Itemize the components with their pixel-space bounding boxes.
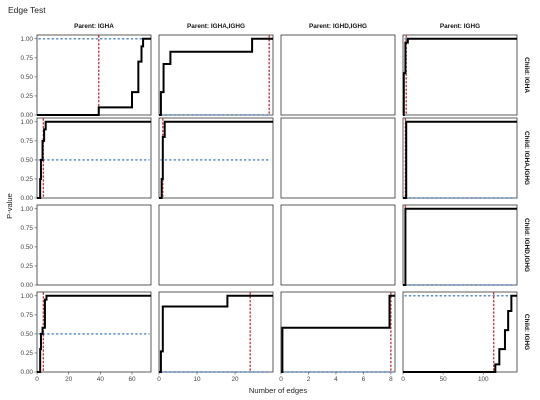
facet-panel [158,291,274,373]
y-tick-label: 0.75 [21,225,34,232]
x-tick-label: 0 [279,376,283,383]
facet-panel [36,204,152,286]
facet-panel [280,291,396,373]
ecdf-curve [281,294,395,373]
y-tick-label: 0.00 [21,369,34,376]
x-tick-label: 2 [307,376,311,383]
column-strip-label: Parent: IGHD,IGHG [309,23,367,30]
panel-frame [402,204,518,286]
panel-frame [36,117,152,199]
y-tick-label: 0.50 [21,331,34,338]
column-strip-label: Parent: IGHA,IGHG [187,23,245,30]
panel-frame [36,34,152,116]
ecdf-curve [403,207,517,286]
x-tick-label: 6 [362,376,366,383]
panel-frame [158,34,274,116]
row-strip-label: Child: IGHD,IGHG [523,218,530,272]
ecdf-curve [159,37,273,116]
y-tick-label: 0.25 [21,176,34,183]
y-tick-label: 0.25 [21,93,34,100]
x-tick-label: 20 [65,376,73,383]
row-strip-label: Child: IGHA,IGHG [523,131,530,185]
y-tick-label: 1.00 [21,36,34,43]
panel-frame [280,291,396,373]
panel-frame [36,291,152,373]
y-tick-label: 0.50 [21,74,34,81]
y-tick-label: 0.25 [21,263,34,270]
panel-frame [158,117,274,199]
x-tick-label: 0 [401,376,405,383]
panel-frame [280,204,396,286]
ecdf-curve [403,294,517,373]
column-strip-label: Parent: IGHA [74,23,114,30]
y-axis-label: P-value [5,193,14,219]
y-tick-label: 0.00 [21,112,34,119]
facet-panel [158,204,274,286]
row-strip-label: Child: IGHG [523,314,530,350]
facet-panel [280,34,396,116]
y-tick-label: 0.50 [21,244,34,251]
panel-frame [402,117,518,199]
ecdf-curve [37,120,151,199]
y-tick-label: 0.75 [21,312,34,319]
panel-frame [158,204,274,286]
x-tick-label: 20 [231,376,239,383]
facet-panel [36,291,152,373]
facet-panel [280,117,396,199]
facet-panel [402,204,518,286]
y-tick-label: 1.00 [21,119,34,126]
x-tick-label: 60 [128,376,136,383]
panel-frame [280,117,396,199]
x-tick-label: 100 [478,376,489,383]
ecdf-curve [159,294,273,373]
y-tick-label: 0.00 [21,282,34,289]
facet-panel [280,204,396,286]
facet-panel [402,117,518,199]
x-tick-label: 40 [97,376,105,383]
column-strip-label: Parent: IGHG [440,23,480,30]
row-strip-label: Child: IGHA [523,57,530,93]
x-tick-label: 50 [440,376,448,383]
panel-frame [280,34,396,116]
y-tick-label: 0.75 [21,55,34,62]
y-tick-label: 0.50 [21,157,34,164]
y-tick-label: 1.00 [21,206,34,213]
panel-frame [36,204,152,286]
y-tick-label: 1.00 [21,293,34,300]
x-axis-label: Number of edges [249,386,307,395]
x-tick-label: 0 [35,376,39,383]
x-tick-label: 8 [389,376,393,383]
ecdf-curve [402,37,517,116]
x-tick-label: 10 [193,376,201,383]
panel-frame [158,291,274,373]
ecdf-curve [159,120,273,199]
facet-grid: Parent: IGHA Parent: IGHA,IGHG Parent: IGH… [21,23,530,383]
facet-panel [402,34,518,116]
panel-frame [402,34,518,116]
facet-panel [158,34,274,116]
ecdf-curve [403,120,517,199]
ecdf-curve [37,294,151,373]
x-tick-label: 4 [334,376,338,383]
facet-panel [402,291,518,373]
x-tick-label: 0 [157,376,161,383]
facet-panel [158,117,274,199]
facet-panel [36,34,152,116]
y-tick-label: 0.25 [21,350,34,357]
y-tick-label: 0.00 [21,195,34,202]
panel-frame [402,291,518,373]
ecdf-curve [37,37,151,116]
chart-title: Edge Test [8,5,46,15]
facet-panel [36,117,152,199]
y-tick-label: 0.75 [21,138,34,145]
